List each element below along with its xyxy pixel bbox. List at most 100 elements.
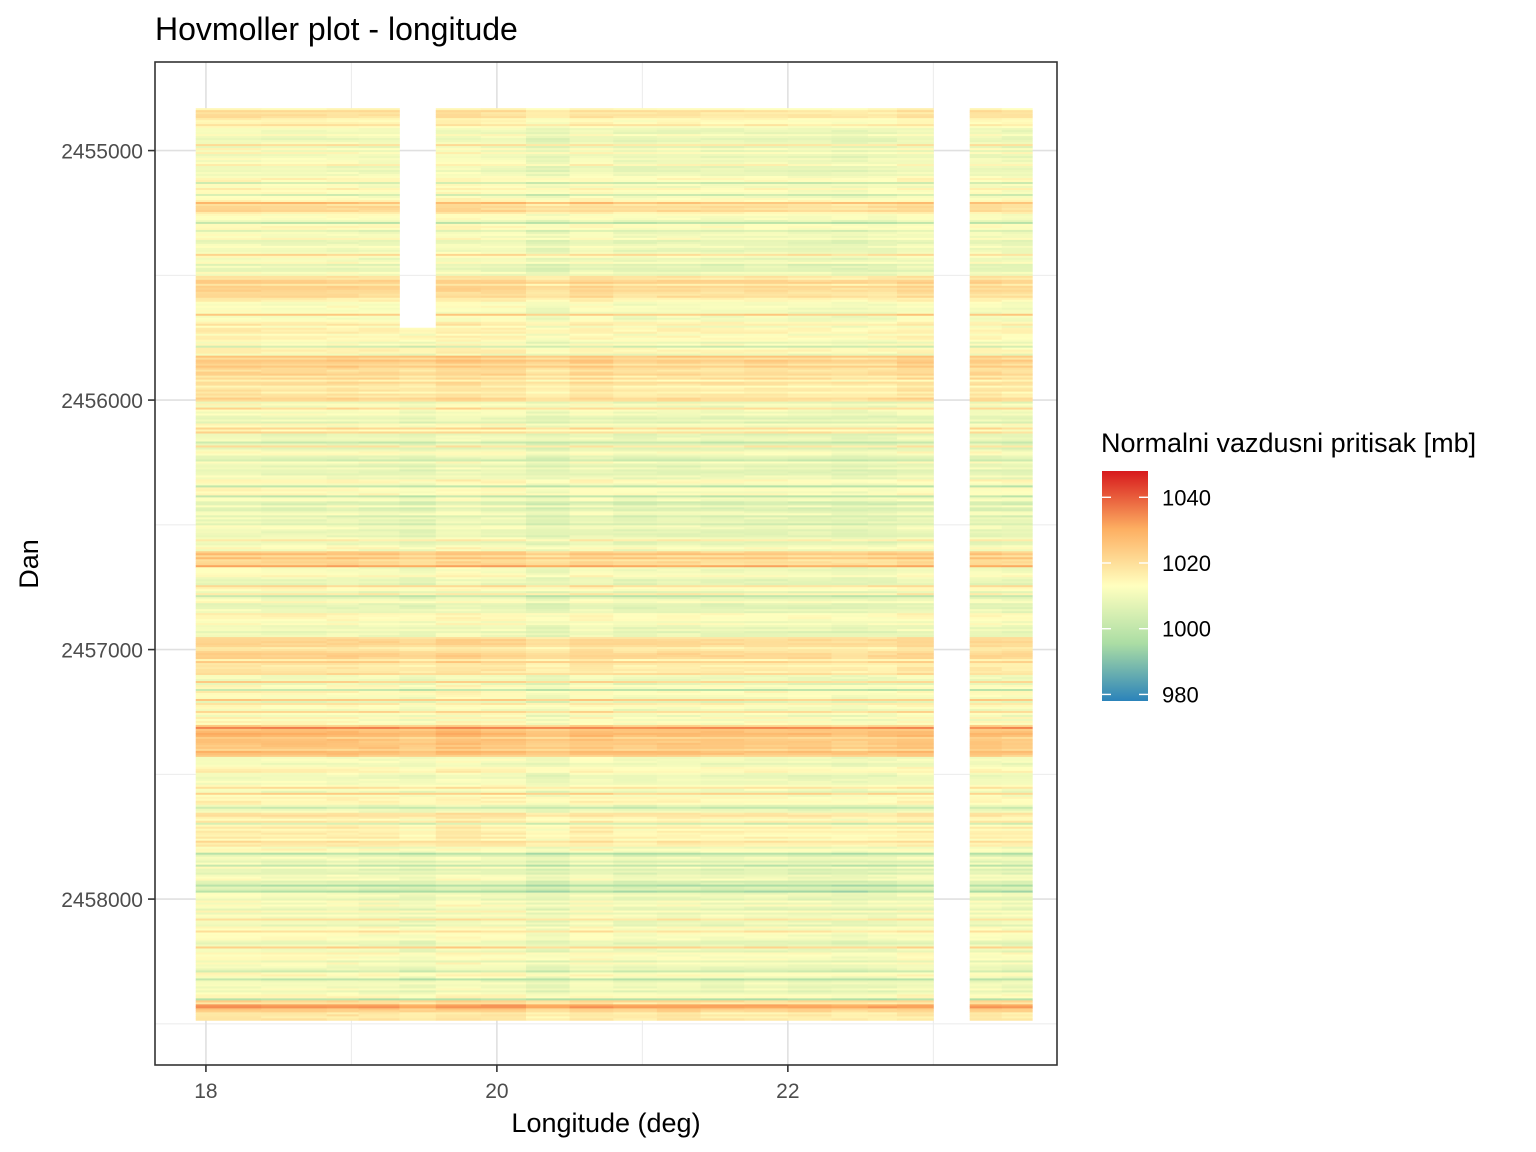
heatmap-cell bbox=[358, 209, 400, 213]
heatmap-cell bbox=[326, 419, 360, 422]
heatmap-cell bbox=[525, 543, 571, 546]
heatmap-cell bbox=[261, 746, 328, 750]
heatmap-cell bbox=[435, 395, 482, 398]
heatmap-cell bbox=[399, 796, 437, 800]
heatmap-cell bbox=[358, 573, 400, 576]
heatmap-cell bbox=[525, 203, 571, 207]
heatmap-cell bbox=[435, 535, 482, 538]
heatmap-cell bbox=[435, 657, 482, 660]
heatmap-cell bbox=[525, 593, 571, 596]
heatmap-cell bbox=[480, 595, 527, 598]
heatmap-cell bbox=[569, 780, 614, 784]
heatmap-cell bbox=[358, 780, 400, 784]
heatmap-cell bbox=[261, 411, 328, 414]
heatmap-cell bbox=[656, 381, 701, 385]
heatmap-cell bbox=[326, 525, 360, 528]
heatmap-cell bbox=[435, 537, 482, 540]
heatmap-cell bbox=[358, 425, 400, 428]
heatmap-cell bbox=[569, 762, 614, 766]
heatmap-cell bbox=[195, 247, 262, 251]
heatmap-cell bbox=[569, 982, 614, 985]
heatmap-cell bbox=[613, 285, 658, 289]
heatmap-cell bbox=[435, 217, 482, 221]
heatmap-cell bbox=[480, 589, 527, 592]
heatmap-cell bbox=[195, 900, 262, 903]
heatmap-cell bbox=[261, 992, 328, 995]
heatmap-cell bbox=[525, 439, 571, 442]
heatmap-cell bbox=[569, 914, 614, 917]
heatmap-cell bbox=[435, 439, 482, 442]
heatmap-cell bbox=[399, 495, 437, 498]
heatmap-cell bbox=[525, 279, 571, 283]
heatmap-cell bbox=[435, 327, 482, 331]
heatmap-cell bbox=[656, 824, 701, 828]
heatmap-cell bbox=[435, 730, 482, 734]
heatmap-cell bbox=[326, 756, 360, 760]
heatmap-cell bbox=[326, 902, 360, 905]
heatmap-cell bbox=[656, 229, 701, 233]
heatmap-cell bbox=[569, 864, 614, 868]
heatmap-cell bbox=[358, 176, 400, 179]
heatmap-cell bbox=[656, 563, 701, 566]
heatmap-cell bbox=[656, 126, 701, 129]
heatmap-cell bbox=[569, 974, 614, 977]
heatmap-cell bbox=[358, 706, 400, 710]
heatmap-cell bbox=[613, 770, 658, 774]
heatmap-cell bbox=[261, 752, 328, 756]
heatmap-cell bbox=[195, 353, 262, 357]
heatmap-cell bbox=[525, 750, 571, 754]
heatmap-cell bbox=[525, 902, 571, 905]
heatmap-cell bbox=[261, 960, 328, 963]
heatmap-cell bbox=[195, 836, 262, 840]
heatmap-cell bbox=[261, 700, 328, 704]
heatmap-cell bbox=[261, 906, 328, 909]
heatmap-cell bbox=[613, 629, 658, 632]
heatmap-cell bbox=[656, 493, 701, 496]
heatmap-cell bbox=[480, 437, 527, 440]
heatmap-cell bbox=[656, 948, 701, 951]
heatmap-cell bbox=[525, 808, 571, 812]
heatmap-cell bbox=[326, 696, 360, 700]
heatmap-cell bbox=[358, 770, 400, 774]
heatmap-cell bbox=[480, 593, 527, 596]
heatmap-cell bbox=[326, 213, 360, 217]
heatmap-cell bbox=[525, 918, 571, 921]
heatmap-cell bbox=[326, 335, 360, 339]
heatmap-cell bbox=[261, 1014, 328, 1017]
heatmap-cell bbox=[435, 571, 482, 574]
heatmap-cell bbox=[525, 653, 571, 656]
heatmap-cell bbox=[435, 451, 482, 454]
heatmap-cell bbox=[656, 417, 701, 420]
heatmap-cell bbox=[435, 387, 482, 390]
heatmap-cell bbox=[613, 351, 658, 355]
heatmap-cell bbox=[261, 351, 328, 355]
heatmap-cell bbox=[326, 449, 360, 452]
heatmap-cell bbox=[261, 164, 328, 167]
heatmap-cell bbox=[358, 335, 400, 339]
heatmap-cell bbox=[326, 197, 360, 201]
heatmap-cell bbox=[326, 952, 360, 955]
heatmap-cell bbox=[358, 984, 400, 987]
heatmap-cell bbox=[195, 122, 262, 125]
heatmap-cell bbox=[358, 481, 400, 484]
heatmap-cell bbox=[480, 946, 527, 949]
heatmap-cell bbox=[399, 786, 437, 790]
heatmap-cell bbox=[656, 251, 701, 255]
heatmap-cell bbox=[399, 607, 437, 610]
heatmap-cell bbox=[613, 595, 658, 598]
heatmap-cell bbox=[261, 116, 328, 119]
heatmap-cell bbox=[569, 700, 614, 704]
heatmap-cell bbox=[195, 601, 262, 604]
heatmap-cell bbox=[656, 716, 701, 720]
heatmap-cell bbox=[195, 199, 262, 203]
heatmap-cell bbox=[358, 846, 400, 850]
heatmap-cell bbox=[399, 623, 437, 626]
heatmap-cell bbox=[435, 281, 482, 285]
heatmap-cell bbox=[525, 411, 571, 414]
heatmap-cell bbox=[569, 671, 614, 674]
heatmap-cell bbox=[358, 527, 400, 530]
heatmap-cell bbox=[195, 647, 262, 650]
heatmap-cell bbox=[261, 110, 328, 113]
heatmap-cell bbox=[326, 162, 360, 165]
heatmap-cell bbox=[525, 910, 571, 913]
